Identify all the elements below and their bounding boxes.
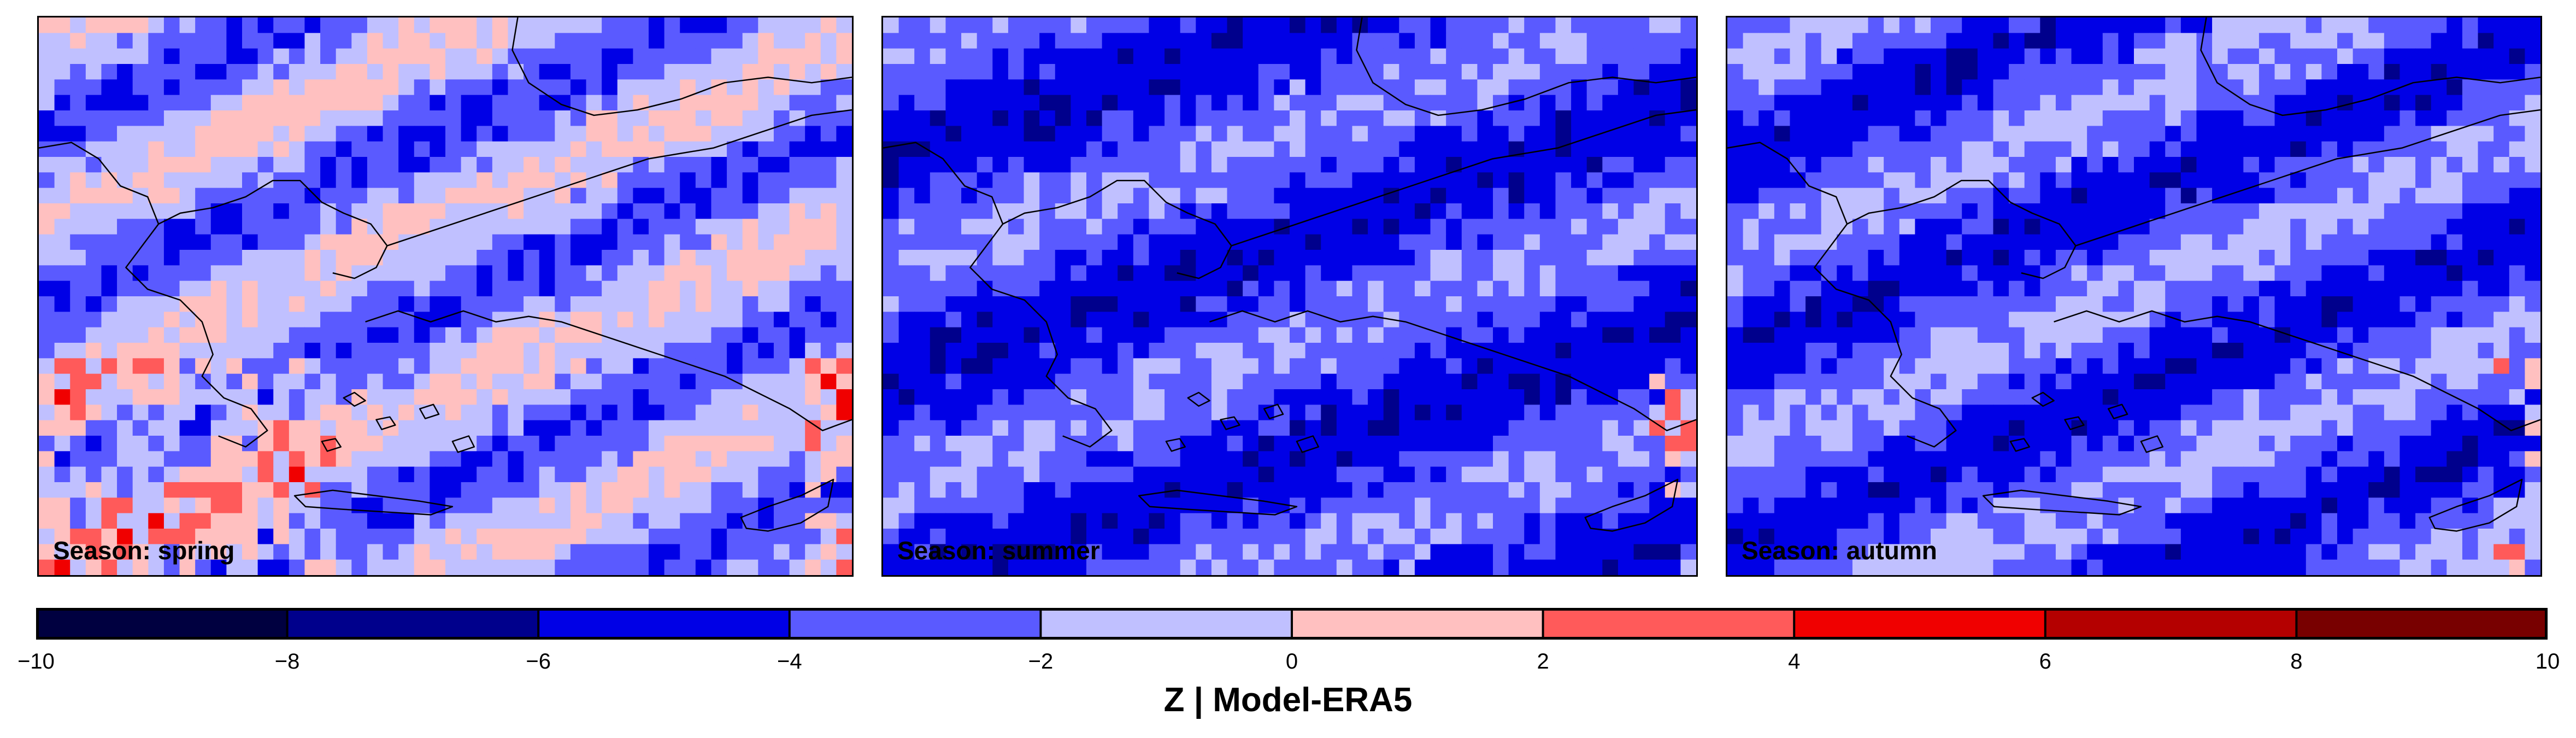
colorbar-bin-2 [538,608,790,640]
colorbar-tick-label: −10 [17,649,55,673]
colorbar-bin-7 [1794,608,2046,640]
colorbar-tick-label: 8 [2290,649,2303,673]
colorbar-tick-label: −8 [274,649,300,673]
difference-grid-summer [883,17,1696,575]
colorbar-title: Z | Model-ERA5 [1163,681,1413,719]
coastline-autumn [1727,17,2540,532]
panel-label-autumn: Season: autumn [1742,536,1937,565]
colorbar-tick-label: −2 [1028,649,1054,673]
map-panel-spring: Season: spring [37,16,854,577]
colorbar-bin-8 [2045,608,2297,640]
map-panel-autumn: Season: autumn [1726,16,2542,577]
difference-grid-spring [39,17,852,575]
map-panel-summer: Season: summer [881,16,1698,577]
colorbar-bin-3 [789,608,1041,640]
difference-grid-autumn [1727,17,2540,575]
colorbar-tick-label: −6 [526,649,551,673]
colorbar-tick-label: 4 [1788,649,1801,673]
panel-label-spring: Season: spring [53,536,235,565]
coastline-summer [883,17,1696,532]
colorbar-tick-label: 0 [1285,649,1298,673]
colorbar-frame [36,608,2548,640]
panel-label-summer: Season: summer [897,536,1100,565]
colorbar [36,608,2548,640]
colorbar-tick-label: 2 [1537,649,1549,673]
colorbar-bin-4 [1040,608,1292,640]
colorbar-bin-9 [2296,608,2548,640]
colorbar-bin-1 [287,608,539,640]
colorbar-tick-label: −4 [777,649,802,673]
colorbar-bin-5 [1292,608,1544,640]
colorbar-tick-label: 10 [2535,649,2560,673]
colorbar-bin-0 [36,608,288,640]
colorbar-tick-label: 6 [2039,649,2051,673]
coastline-spring [39,17,852,532]
colorbar-bin-6 [1543,608,1795,640]
